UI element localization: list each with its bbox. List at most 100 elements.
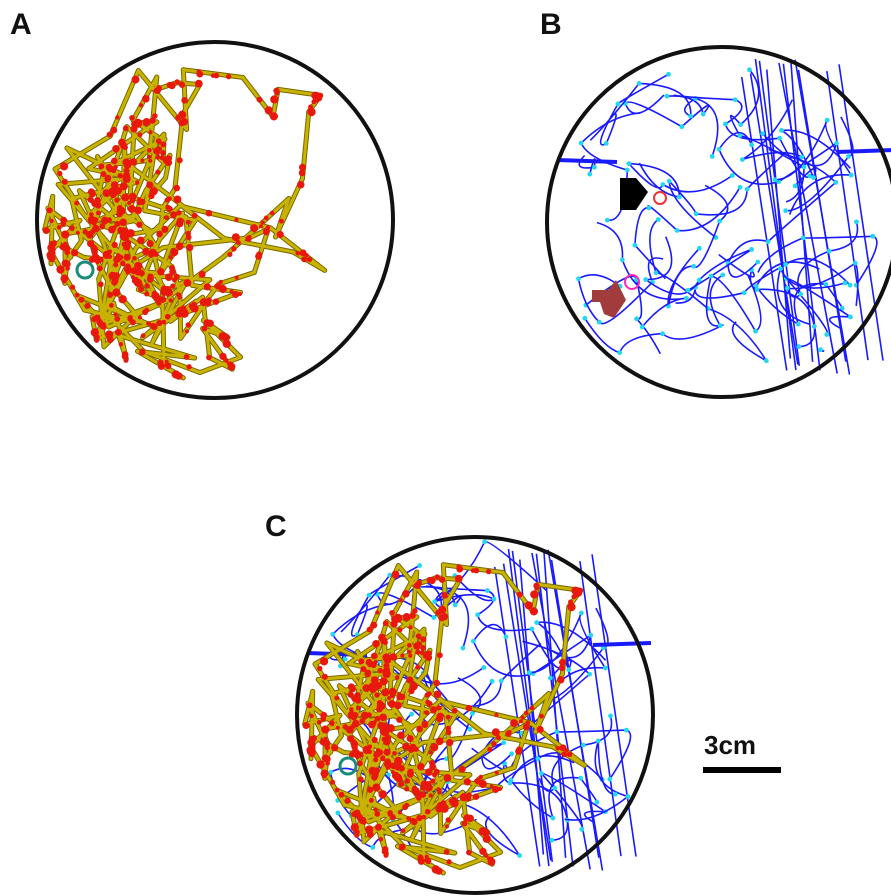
- black-arrow-icon: [620, 178, 648, 210]
- position-point: [425, 699, 431, 705]
- position-point: [372, 720, 377, 725]
- position-point: [298, 169, 306, 177]
- position-point: [391, 771, 400, 780]
- position-point: [122, 174, 131, 183]
- position-point: [128, 192, 137, 201]
- position-point: [408, 625, 413, 630]
- position-point: [125, 264, 132, 271]
- ant-position-point: [846, 154, 851, 159]
- ant-position-point: [779, 128, 784, 133]
- ant-position-point: [852, 260, 858, 266]
- position-point: [555, 745, 561, 751]
- position-point: [407, 649, 412, 654]
- position-point: [146, 275, 154, 283]
- ant-position-point: [501, 740, 507, 746]
- position-point: [479, 847, 487, 856]
- position-point: [49, 218, 54, 224]
- position-point: [69, 284, 76, 290]
- position-point: [416, 814, 423, 822]
- ant-position-point: [626, 161, 632, 167]
- position-point: [136, 221, 143, 228]
- position-point: [184, 329, 189, 334]
- ant-path-curve: [584, 317, 724, 354]
- position-point: [365, 825, 374, 834]
- position-point: [196, 69, 202, 74]
- position-point: [316, 92, 324, 100]
- ant-path-line: [592, 641, 652, 647]
- ant-path-line: [826, 71, 869, 361]
- position-point: [428, 750, 433, 755]
- pink-circle-marker: [624, 274, 640, 290]
- position-point: [364, 671, 371, 678]
- ant-position-point: [693, 211, 699, 217]
- ant-path-curve: [534, 621, 607, 679]
- position-point: [425, 650, 432, 658]
- position-point: [328, 720, 335, 726]
- position-point: [505, 730, 512, 737]
- ant-position-point: [754, 287, 760, 292]
- position-point: [264, 106, 273, 115]
- position-point: [119, 182, 128, 191]
- ant-position-point: [529, 626, 535, 632]
- ant-path-curve: [539, 772, 609, 831]
- position-point: [99, 223, 106, 230]
- position-point: [74, 292, 80, 298]
- position-point: [435, 737, 444, 746]
- position-point: [134, 120, 143, 128]
- position-point: [250, 224, 258, 232]
- position-point: [374, 692, 380, 698]
- ant-position-point: [834, 140, 839, 146]
- position-point: [124, 239, 132, 247]
- ant-path-line: [507, 548, 550, 867]
- position-point: [520, 715, 525, 720]
- ant-position-point: [579, 826, 585, 832]
- ant-position-point: [708, 273, 714, 279]
- position-point: [183, 354, 190, 360]
- position-point: [379, 713, 387, 722]
- position-point: [536, 725, 544, 734]
- position-point: [56, 224, 62, 230]
- position-point: [410, 683, 418, 691]
- ant-position-point: [674, 228, 680, 233]
- position-point: [170, 248, 179, 257]
- position-point: [433, 679, 441, 687]
- position-point: [306, 256, 313, 263]
- position-point: [185, 322, 191, 328]
- position-point: [180, 117, 189, 126]
- position-point: [144, 283, 150, 289]
- position-point: [567, 602, 576, 612]
- position-point: [159, 296, 167, 303]
- ant-position-point: [547, 675, 553, 681]
- position-point: [356, 705, 361, 711]
- position-point: [194, 79, 203, 88]
- position-point: [323, 736, 328, 742]
- position-point: [159, 155, 166, 161]
- ant-position-point: [765, 239, 771, 245]
- position-point: [260, 220, 265, 225]
- ant-position-point: [604, 217, 610, 223]
- position-point: [385, 765, 391, 770]
- position-point: [114, 330, 120, 335]
- ant-position-point: [801, 164, 807, 170]
- position-point: [258, 224, 263, 229]
- position-point: [478, 827, 487, 836]
- ant-position-point: [595, 738, 601, 744]
- position-point: [168, 255, 173, 260]
- position-point: [199, 298, 208, 307]
- scale-bar: [703, 767, 781, 773]
- position-point: [398, 781, 405, 788]
- position-point: [361, 711, 369, 720]
- ant-position-point: [624, 167, 630, 173]
- ant-path-curve: [779, 129, 851, 187]
- position-point: [430, 778, 436, 784]
- position-point: [516, 591, 522, 597]
- ant-path-curve: [585, 275, 662, 355]
- ant-position-point: [475, 612, 481, 618]
- position-point: [46, 207, 53, 214]
- position-point: [161, 227, 168, 234]
- position-point: [444, 824, 449, 829]
- ant-position-point: [554, 729, 560, 735]
- ant-position-point: [676, 194, 682, 200]
- position-point: [120, 260, 125, 265]
- position-point: [147, 154, 152, 159]
